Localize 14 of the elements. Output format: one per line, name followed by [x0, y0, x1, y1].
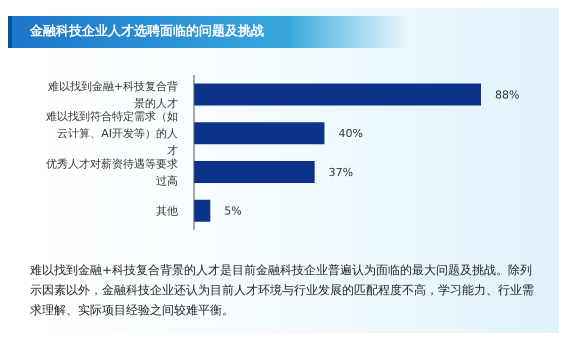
y-tick-label: 其他 [156, 204, 178, 218]
data-label: 5% [224, 204, 242, 218]
chart-title: 金融科技企业人才选聘面临的问题及挑战 [8, 16, 408, 48]
data-label: 88% [495, 88, 520, 102]
data-label: 37% [328, 166, 354, 179]
y-tick-label: 优秀人才对薪资待遇等要求过高 [46, 156, 178, 187]
text: 难以找到金融+科技复合背景的人才是目前金融科技企业普遍认为面临的最大问题及挑战。除列示因素以外，金融科技企业还认为目前人才环境与行业发展的匹配程度不高，学习能力、行业需求理解、实际项目经验之间较难平衡。 [30, 262, 535, 319]
bar [194, 161, 315, 184]
data-label: 40% [338, 127, 363, 140]
y-tick-label: 难以找到金融+科技复合背景的人才 [48, 79, 178, 110]
bar [194, 200, 210, 222]
bar [194, 84, 481, 106]
bar [194, 122, 324, 144]
y-tick-label: 难以找到符合特定需求（如云计算、AI开发等）的人才 [46, 110, 178, 157]
